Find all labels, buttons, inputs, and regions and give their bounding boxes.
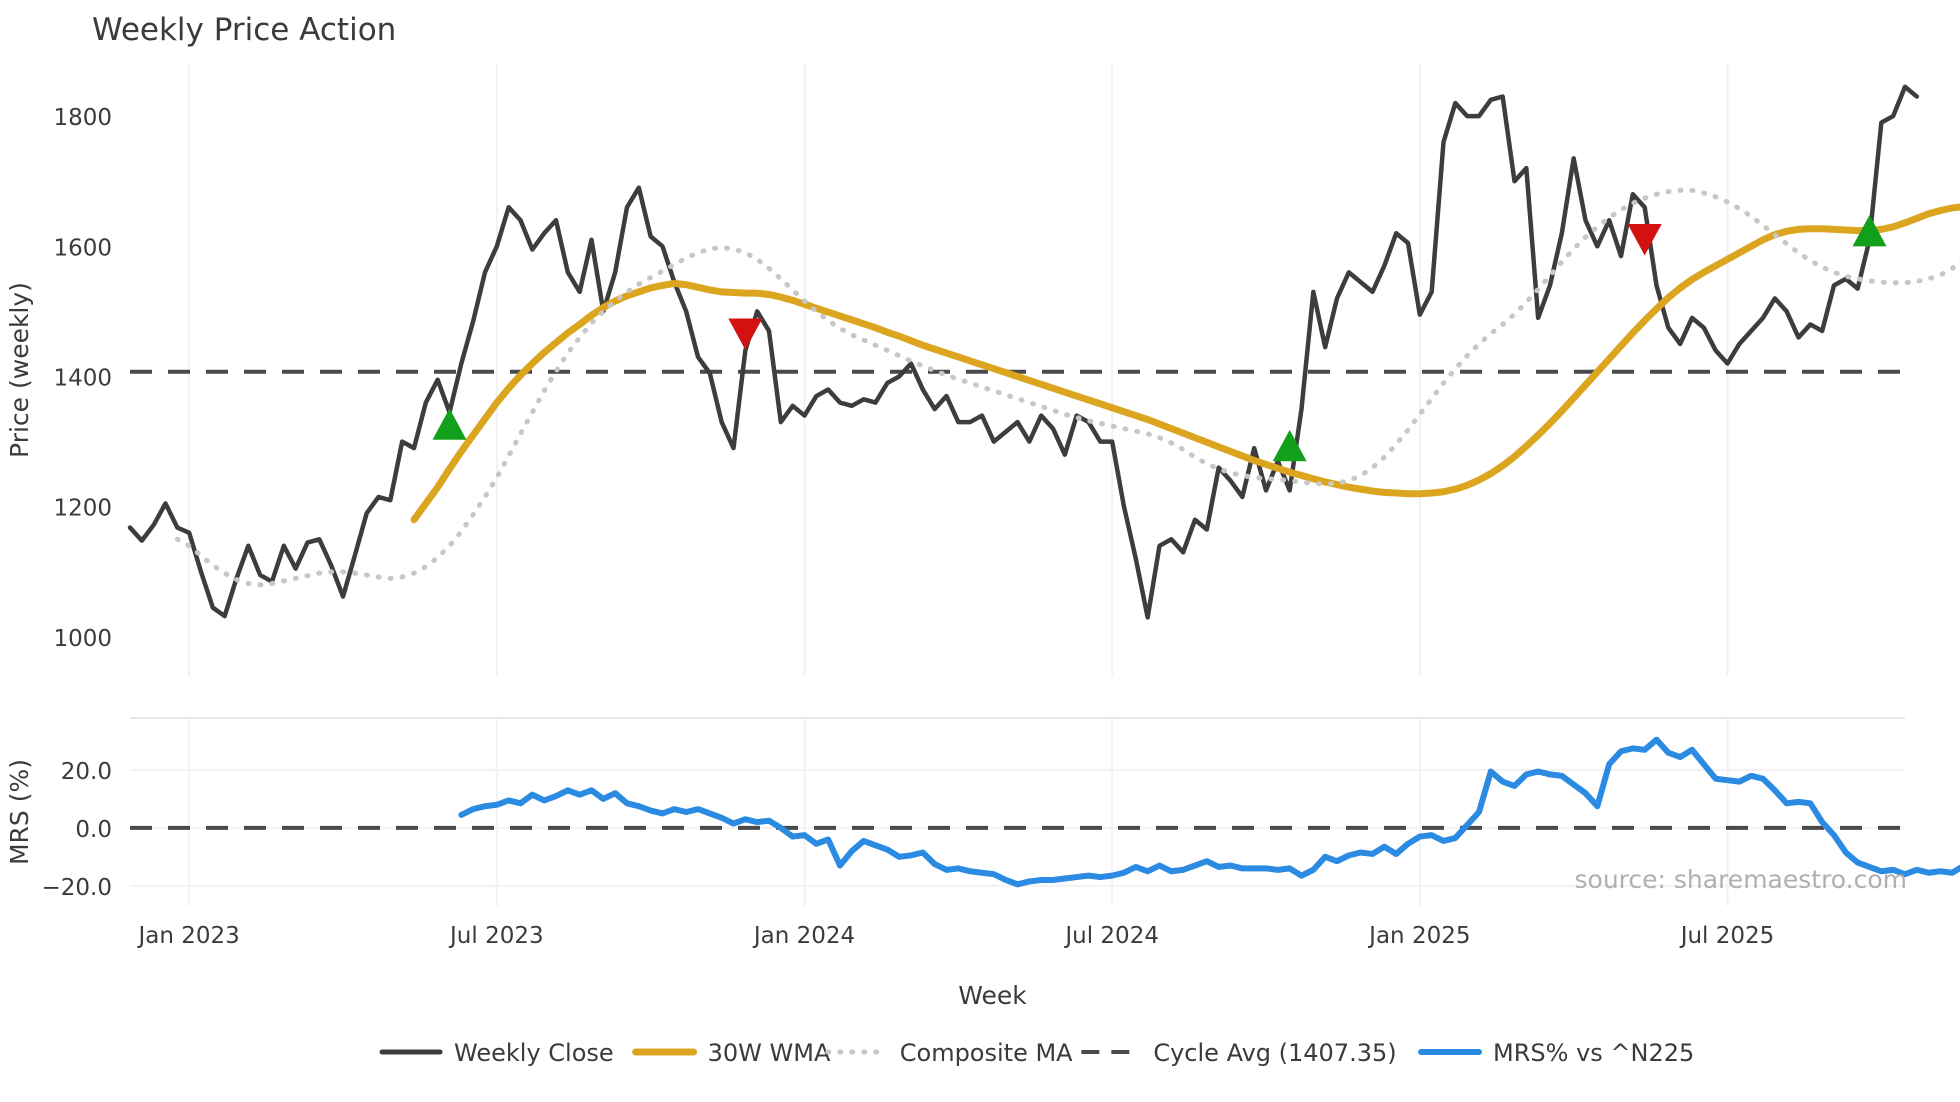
legend-item-composite-ma[interactable]: Composite MA bbox=[825, 1039, 1073, 1067]
sell-signal-marker bbox=[1627, 224, 1662, 256]
series-30w-wma bbox=[410, 203, 1960, 524]
source-watermark: source: sharemaestro.com bbox=[1575, 865, 1908, 894]
buy-signal-marker bbox=[432, 408, 467, 440]
signal-markers bbox=[432, 214, 1887, 462]
legend-item-30w-wma-label: 30W WMA bbox=[708, 1039, 831, 1067]
series-composite-ma bbox=[174, 187, 1960, 588]
xtick-label: Jan 2024 bbox=[752, 923, 855, 949]
xtick-label: Jan 2023 bbox=[137, 923, 240, 949]
xtick-label: Jul 2025 bbox=[1679, 923, 1775, 949]
legend-item-mrs-vs-n225[interactable]: MRS% vs ^N225 bbox=[1418, 1039, 1694, 1067]
mrs-ytick-label: 20.0 bbox=[61, 759, 112, 785]
gridlines bbox=[130, 64, 1905, 906]
mrs-axis-label: MRS (%) bbox=[5, 759, 34, 865]
legend-item-cycle-avg-1407-35-label: Cycle Avg (1407.35) bbox=[1153, 1039, 1396, 1067]
price-ytick-label: 1400 bbox=[53, 366, 112, 392]
price-ytick-label: 1600 bbox=[53, 235, 112, 261]
legend-item-weekly-close[interactable]: Weekly Close bbox=[379, 1039, 614, 1067]
legend-item-30w-wma[interactable]: 30W WMA bbox=[632, 1039, 831, 1067]
chart-root: Weekly Price Action source: sharemaestro.… bbox=[5, 12, 1960, 1067]
price-axis-label: Price (weekly) bbox=[5, 282, 34, 458]
axis-ticks: 1000 1200 1400 1600 1800 −20.0 0.0 20.0 Jan 2023… bbox=[42, 105, 1775, 949]
legend-item-composite-ma-label: Composite MA bbox=[900, 1039, 1073, 1067]
mrs-ytick-label: −20.0 bbox=[42, 875, 112, 901]
series-mrs-percent bbox=[458, 736, 1960, 888]
legend-item-weekly-close-label: Weekly Close bbox=[454, 1039, 614, 1067]
buy-signal-marker bbox=[1272, 429, 1307, 462]
price-ytick-label: 1000 bbox=[53, 626, 112, 652]
mrs-panel bbox=[130, 736, 1960, 888]
xtick-label: Jan 2025 bbox=[1367, 923, 1470, 949]
buy-signal-marker bbox=[1852, 214, 1887, 247]
week-axis-label: Week bbox=[958, 981, 1027, 1010]
legend-item-mrs-vs-n225-label: MRS% vs ^N225 bbox=[1493, 1039, 1694, 1067]
xtick-label: Jul 2023 bbox=[448, 923, 544, 949]
series-weekly-close bbox=[127, 84, 1920, 620]
price-panel bbox=[127, 84, 1960, 620]
chart-title: Weekly Price Action bbox=[92, 12, 396, 48]
sell-signal-marker bbox=[728, 318, 763, 350]
mrs-ytick-label: 0.0 bbox=[75, 817, 112, 843]
legend-item-cycle-avg-1407-35[interactable]: Cycle Avg (1407.35) bbox=[1081, 1039, 1397, 1067]
price-ytick-label: 1200 bbox=[53, 496, 112, 522]
chart-legend: Weekly Close 30W WMA Composite MA Cycle Avg… bbox=[379, 1039, 1694, 1067]
xtick-label: Jul 2024 bbox=[1063, 923, 1159, 949]
price-ytick-label: 1800 bbox=[53, 105, 112, 131]
